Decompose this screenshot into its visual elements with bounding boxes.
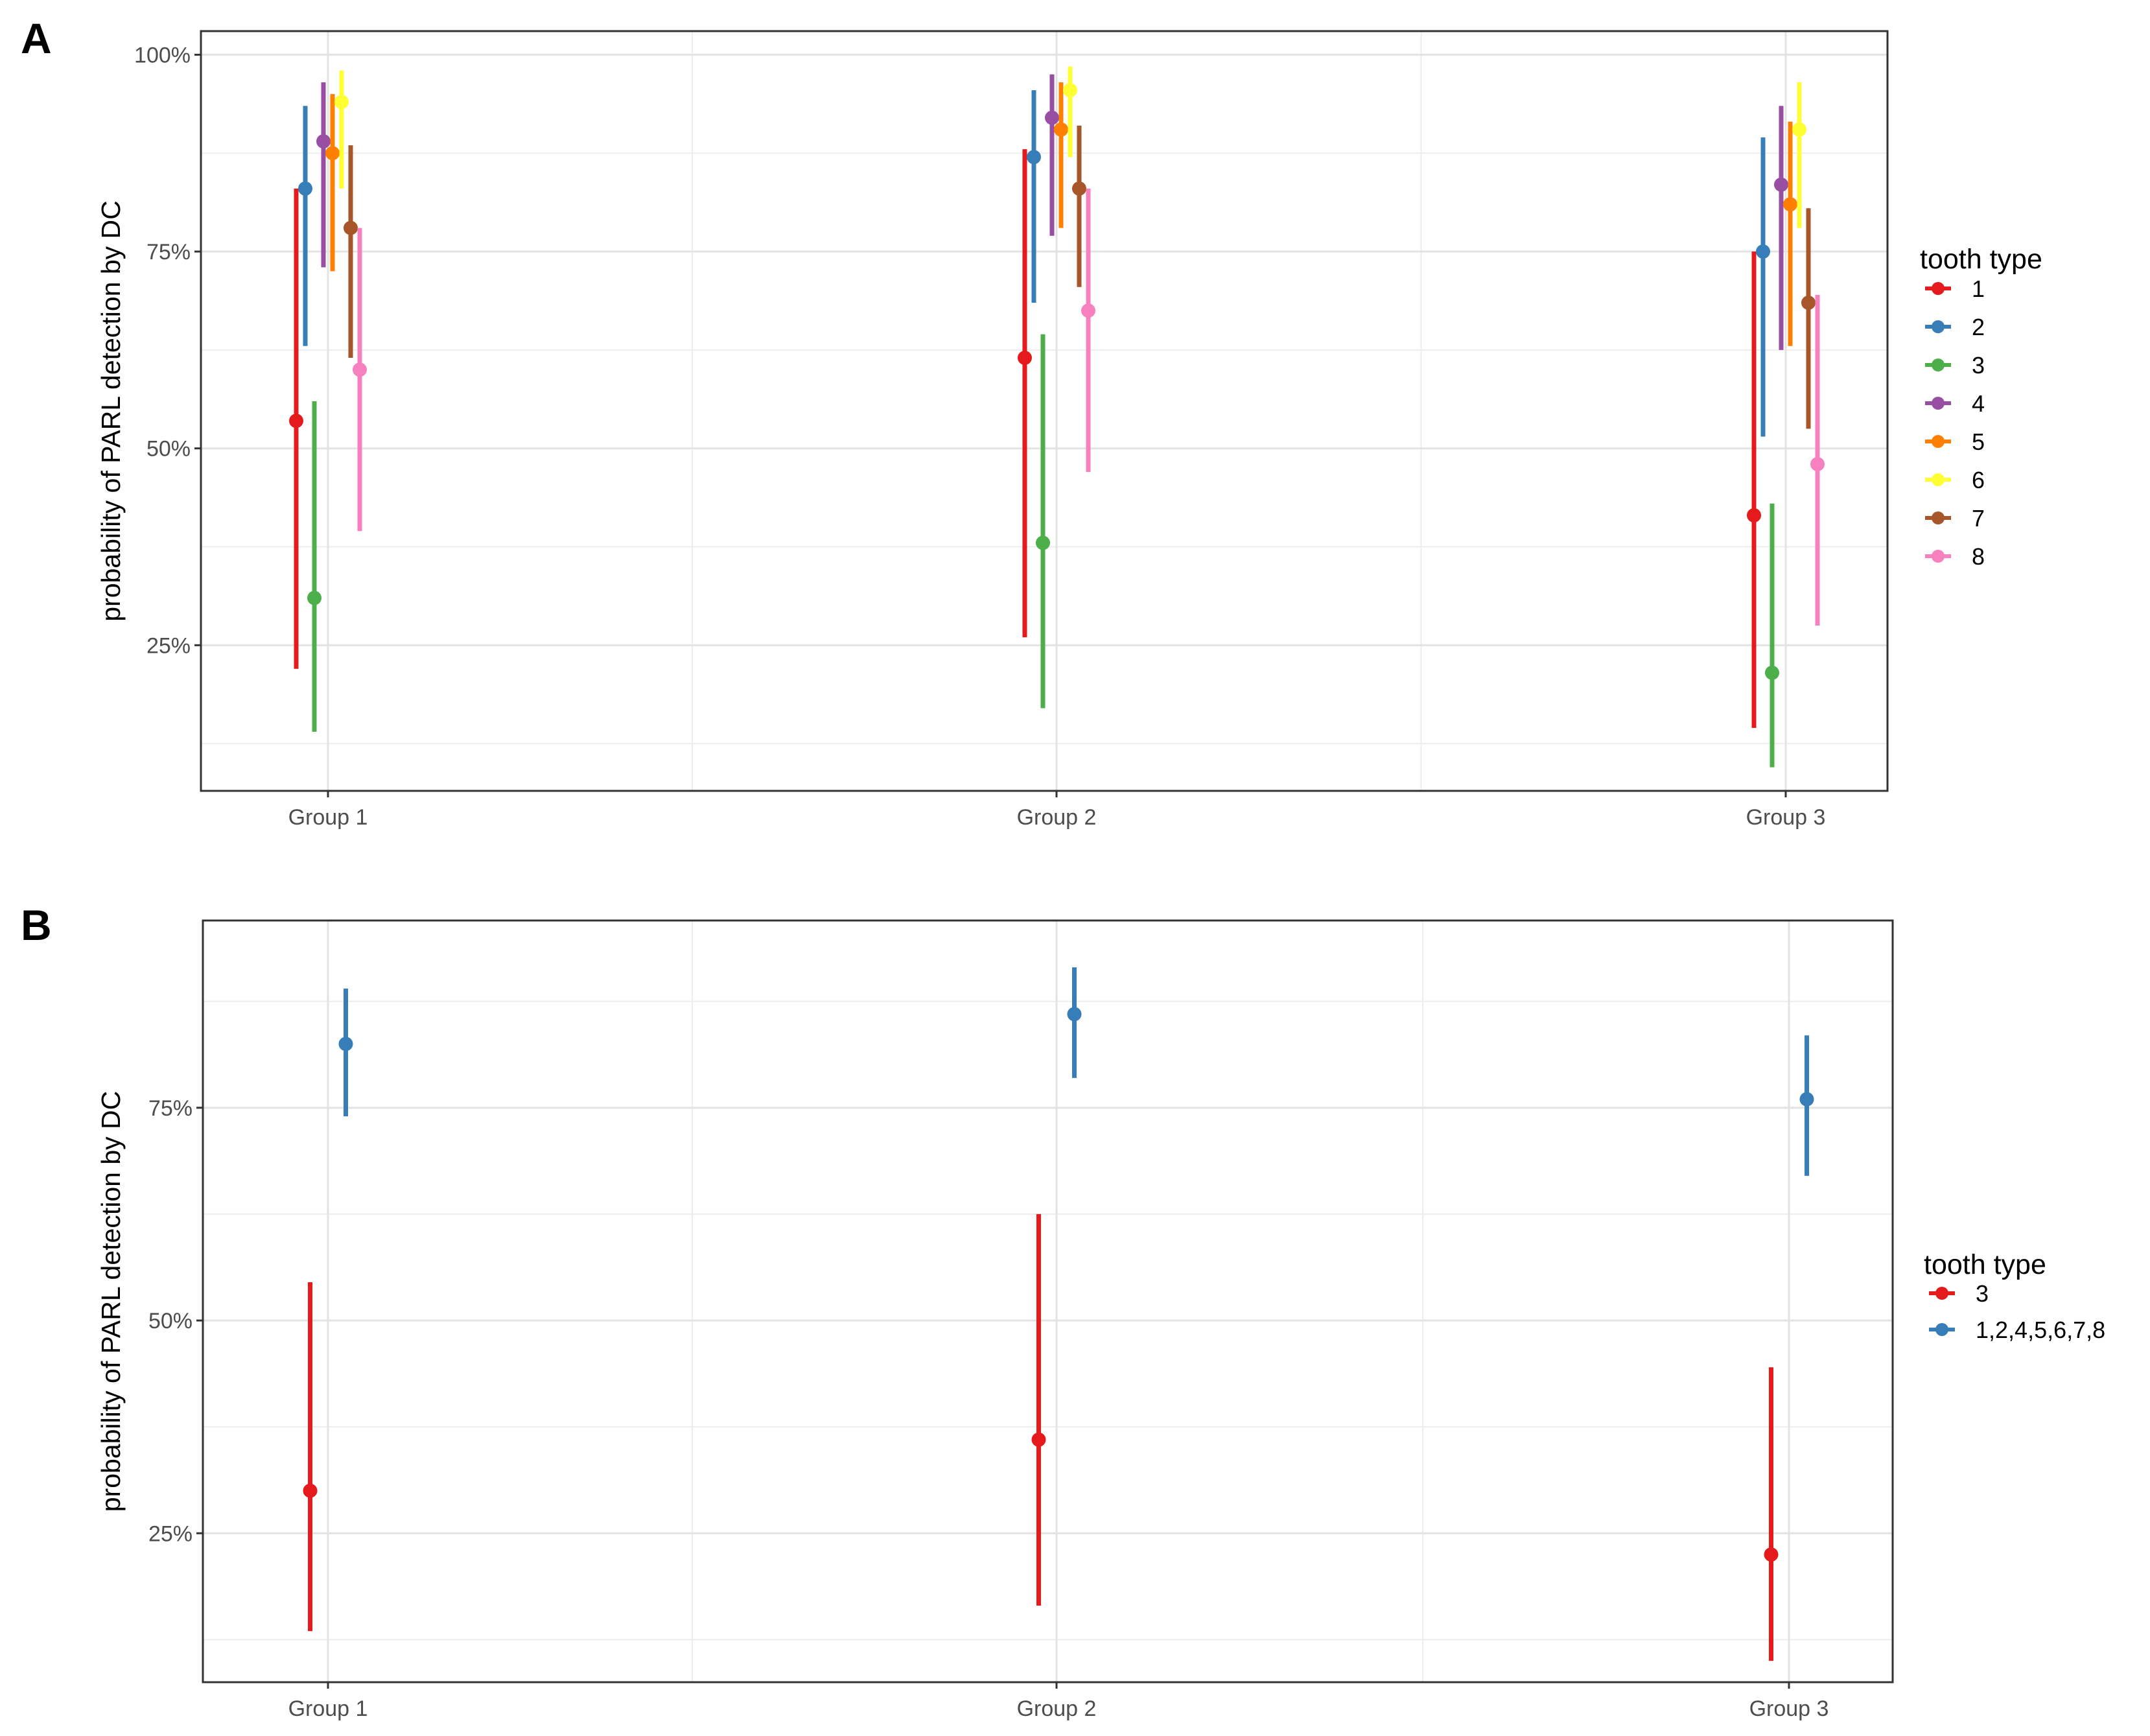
panel-a-legend-label: 8 — [1972, 543, 1985, 570]
panel-b-x-tick-label: Group 3 — [1749, 1696, 1829, 1721]
panel-b: 25% 50% 75% Group 1 Group 2 Group 3 probabilit… — [96, 919, 2105, 1721]
panel-a-point-8 — [1081, 303, 1095, 318]
panel-a-point-7 — [1072, 181, 1086, 196]
panel-a-legend-key-point — [1932, 397, 1945, 410]
panel-a-legend-key-point — [1932, 511, 1945, 524]
panel-a-point-5 — [1783, 197, 1797, 212]
panel-b-legend-key-point — [1935, 1287, 1948, 1300]
panel-a-point-3 — [1765, 665, 1779, 680]
panel-a-point-5 — [325, 146, 340, 161]
panel-b-y-tick-label: 25% — [148, 1521, 193, 1546]
panel-a-x-tick-label: Group 1 — [288, 805, 368, 830]
panel-b-y-axis-title: probability of PARL detection by DC — [96, 1091, 126, 1512]
panel-a-legend-key-point — [1932, 435, 1945, 448]
panel-a-letter: A — [21, 14, 52, 62]
panel-a-point-8 — [1810, 456, 1825, 471]
panel-a: 25% 50% 75% 100% Group 1 Group 2 Group 3 probab… — [96, 30, 2042, 830]
panel-b-point-1-2-4-5-6-7-8 — [1067, 1007, 1082, 1022]
panel-b-point-1-2-4-5-6-7-8 — [338, 1037, 353, 1051]
panel-a-point-2 — [298, 181, 312, 196]
panel-b-point-3 — [1031, 1432, 1046, 1447]
panel-a-point-8 — [353, 362, 367, 377]
panel-b-legend-label: 3 — [1976, 1280, 1989, 1307]
panel-b-y-tick-label: 50% — [148, 1309, 193, 1333]
panel-a-legend-key-point — [1932, 473, 1945, 486]
panel-a-legend-key-point — [1932, 320, 1945, 333]
panel-a-point-7 — [344, 220, 358, 235]
panel-a-legend-label: 7 — [1972, 505, 1985, 532]
panel-a-y-tick-label: 75% — [146, 240, 191, 264]
panel-b-plot-background — [203, 921, 1893, 1682]
panel-a-point-1 — [1018, 351, 1032, 366]
panel-b-x-tick-label: Group 2 — [1017, 1696, 1097, 1721]
panel-a-point-4 — [1774, 177, 1788, 192]
panel-a-point-5 — [1054, 122, 1068, 137]
panel-a-point-7 — [1801, 296, 1816, 311]
panel-a-legend-label: 2 — [1972, 314, 1985, 340]
panel-a-x-tick-label: Group 2 — [1017, 805, 1097, 830]
panel-b-x-tick-label: Group 1 — [288, 1696, 368, 1721]
panel-a-point-3 — [307, 591, 321, 605]
panel-a-legend-title: tooth type — [1920, 244, 2042, 275]
panel-b-y-tick-label: 75% — [148, 1096, 193, 1121]
panel-a-point-6 — [334, 95, 349, 110]
panel-b-point-3 — [303, 1483, 318, 1498]
panel-a-legend-key-point — [1932, 550, 1945, 563]
panel-b-legend-label: 1,2,4,5,6,7,8 — [1976, 1317, 2105, 1343]
panel-a-point-1 — [1747, 508, 1761, 522]
panel-a-legend-key-point — [1932, 358, 1945, 371]
panel-a-point-4 — [1045, 110, 1059, 125]
panel-a-legend-label: 5 — [1972, 428, 1985, 455]
panel-a-y-tick-label: 50% — [146, 437, 191, 462]
panel-a-y-tick-label: 100% — [134, 43, 191, 67]
panel-b-panel-border — [202, 919, 1894, 1683]
panel-a-y-tick-label: 25% — [146, 633, 191, 658]
panel-a-point-3 — [1036, 535, 1050, 550]
panel-b-legend-title: tooth type — [1924, 1249, 2046, 1280]
panel-a-legend-label: 1 — [1972, 276, 1985, 302]
panel-a-point-4 — [316, 134, 331, 149]
panel-b-legend-key-point — [1935, 1323, 1948, 1336]
panel-b-point-3 — [1764, 1547, 1779, 1562]
panel-a-legend-key-point — [1932, 282, 1945, 295]
panel-a-legend-label: 6 — [1972, 467, 1985, 493]
panel-a-point-6 — [1792, 122, 1806, 137]
panel-a-x-tick-label: Group 3 — [1746, 805, 1826, 830]
panel-a-legend-label: 4 — [1972, 390, 1985, 417]
panel-a-point-2 — [1027, 150, 1041, 165]
panel-a-panel-border — [200, 30, 1889, 792]
panel-a-point-1 — [289, 414, 303, 428]
panel-a-legend-label: 3 — [1972, 352, 1985, 379]
panel-a-point-6 — [1063, 83, 1077, 98]
panel-b-point-1-2-4-5-6-7-8 — [1799, 1092, 1814, 1107]
panel-a-point-2 — [1756, 244, 1770, 259]
panel-b-letter: B — [21, 901, 52, 949]
panel-a-y-axis-title: probability of PARL detection by DC — [96, 200, 126, 622]
